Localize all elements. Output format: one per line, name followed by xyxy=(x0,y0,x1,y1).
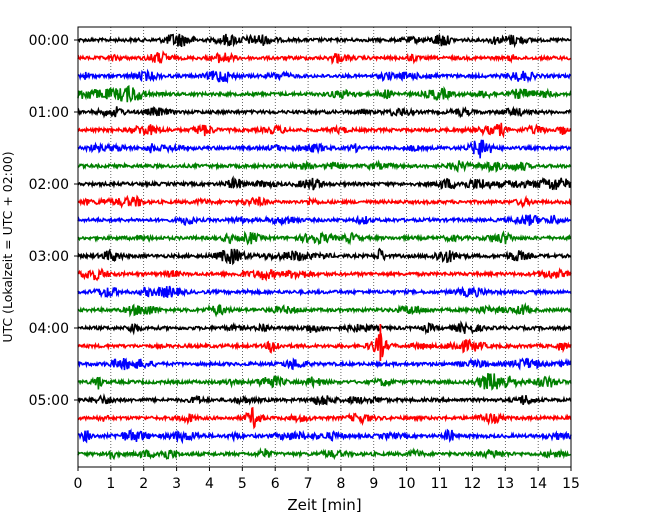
trace-line xyxy=(77,428,572,445)
y-tick-label: 01:00 xyxy=(29,105,69,121)
plot-frame xyxy=(77,26,572,468)
y-axis-ticks: 00:00 01:00 02:00 03:00 04:00 05:00 xyxy=(29,33,78,409)
x-tick-label: 6 xyxy=(271,476,280,492)
trace-line xyxy=(77,230,572,246)
trace-line xyxy=(77,159,572,174)
trace-line xyxy=(77,105,572,119)
trace-line xyxy=(77,247,572,266)
x-tick-label: 15 xyxy=(562,476,580,492)
x-tick-label: 3 xyxy=(172,476,181,492)
trace-line xyxy=(77,68,572,84)
y-tick-label: 03:00 xyxy=(29,249,69,265)
trace-line xyxy=(77,406,572,430)
trace-line xyxy=(77,175,572,191)
trace-line xyxy=(77,447,572,461)
x-tick-label: 7 xyxy=(304,476,313,492)
x-tick-label: 14 xyxy=(529,476,547,492)
trace-line xyxy=(77,301,572,318)
x-tick-label: 1 xyxy=(106,476,115,492)
trace-line xyxy=(77,393,572,407)
x-tick-label: 12 xyxy=(463,476,481,492)
x-tick-label: 11 xyxy=(431,476,449,492)
vertical-grid xyxy=(110,27,539,467)
trace-line xyxy=(77,139,572,159)
y-tick-label: 05:00 xyxy=(29,393,69,409)
trace-line xyxy=(77,50,572,66)
trace-line xyxy=(77,194,572,209)
trace-line xyxy=(77,33,572,49)
x-tick-label: 13 xyxy=(496,476,514,492)
y-tick-label: 02:00 xyxy=(29,177,69,193)
x-tick-label: 2 xyxy=(139,476,148,492)
x-axis-ticks: 0 1 2 3 4 5 6 7 8 9 10 11 12 13 14 15 xyxy=(74,467,580,492)
x-tick-label: 5 xyxy=(238,476,247,492)
x-tick-label: 8 xyxy=(336,476,345,492)
trace-line xyxy=(77,122,572,139)
traces xyxy=(77,33,572,461)
y-tick-label: 00:00 xyxy=(29,33,69,49)
x-tick-label: 0 xyxy=(74,476,83,492)
x-tick-label: 4 xyxy=(205,476,214,492)
trace-line xyxy=(77,85,572,103)
trace-line xyxy=(77,333,572,358)
trace-line xyxy=(77,320,572,336)
trace-line xyxy=(77,267,572,282)
x-tick-label: 9 xyxy=(369,476,378,492)
trace-line xyxy=(77,214,572,227)
trace-line xyxy=(77,285,572,299)
y-tick-label: 04:00 xyxy=(29,321,69,337)
x-axis-label: Zeit [min] xyxy=(287,496,361,514)
y-axis-label: UTC (Lokalzeit = UTC + 02:00) xyxy=(0,151,15,342)
trace-line xyxy=(77,357,572,371)
trace-line xyxy=(77,373,572,391)
x-tick-label: 10 xyxy=(398,476,416,492)
